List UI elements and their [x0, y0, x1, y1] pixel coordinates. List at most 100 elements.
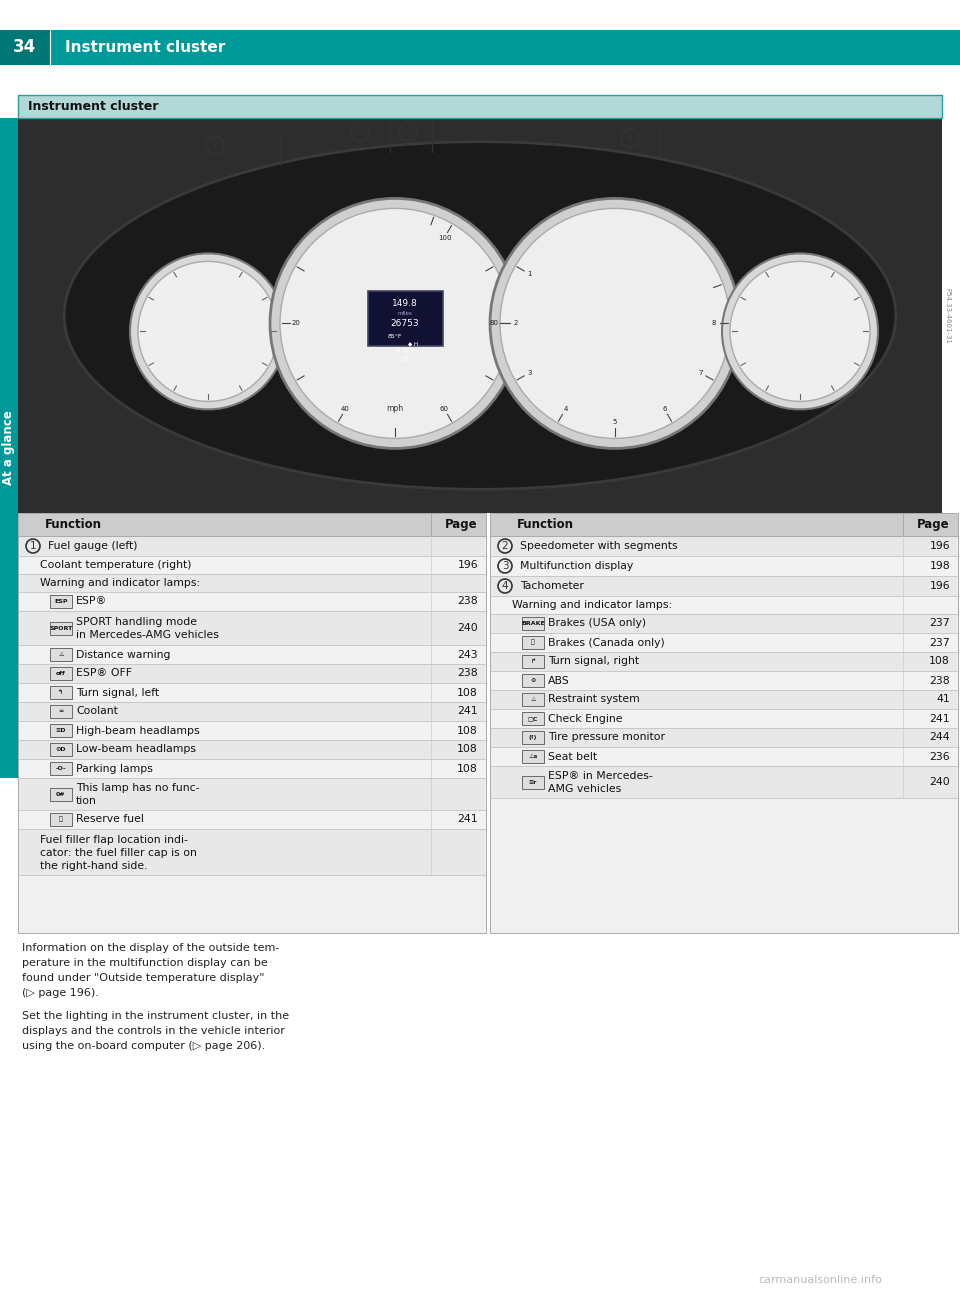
Bar — [50, 686, 72, 699]
Bar — [491, 671, 957, 690]
Text: ≡r: ≡r — [529, 780, 538, 785]
Text: 237: 237 — [929, 638, 950, 647]
Bar — [522, 750, 544, 763]
Bar — [50, 762, 72, 775]
Bar — [491, 536, 957, 556]
Text: 5: 5 — [612, 419, 617, 426]
Text: D1: D1 — [400, 358, 410, 363]
Text: ESP® OFF: ESP® OFF — [76, 668, 132, 678]
Text: Instrument cluster: Instrument cluster — [28, 100, 158, 113]
Text: 7: 7 — [699, 370, 703, 376]
Text: carmanualsonline.info: carmanualsonline.info — [758, 1275, 882, 1285]
Text: ESP® in Mercedes-: ESP® in Mercedes- — [548, 771, 653, 781]
Bar — [491, 575, 957, 596]
Text: 198: 198 — [929, 561, 950, 572]
Text: Brakes (USA only): Brakes (USA only) — [548, 618, 646, 629]
Text: 2: 2 — [514, 320, 518, 327]
Text: ↱: ↱ — [530, 659, 536, 664]
Bar — [491, 615, 957, 633]
Bar — [50, 812, 72, 825]
Text: (▷ page 196).: (▷ page 196). — [22, 988, 99, 999]
Text: 3: 3 — [502, 561, 508, 572]
Bar — [50, 621, 72, 634]
Text: Brakes (Canada only): Brakes (Canada only) — [548, 638, 664, 647]
Bar — [19, 684, 485, 702]
Text: Information on the display of the outside tem-: Information on the display of the outsid… — [22, 943, 279, 953]
Bar — [522, 776, 544, 789]
Bar — [491, 652, 957, 671]
Text: 196: 196 — [929, 542, 950, 551]
Text: ESP®: ESP® — [76, 596, 108, 607]
Bar — [18, 118, 942, 513]
Text: miles: miles — [397, 311, 413, 316]
Text: At a glance: At a glance — [3, 410, 15, 486]
Text: 26753: 26753 — [391, 319, 420, 328]
Text: ⛽: ⛽ — [60, 816, 62, 823]
Bar — [491, 728, 957, 747]
Bar — [491, 596, 957, 615]
Text: ≡D: ≡D — [56, 728, 66, 733]
Bar — [50, 648, 72, 661]
Text: 20: 20 — [292, 320, 300, 327]
Text: ↰: ↰ — [59, 690, 63, 695]
Text: 238: 238 — [929, 676, 950, 685]
Bar — [18, 513, 486, 934]
Text: tion: tion — [76, 796, 97, 806]
Bar — [19, 611, 485, 644]
Text: Tire pressure monitor: Tire pressure monitor — [548, 733, 665, 742]
Bar — [522, 674, 544, 687]
Bar — [0, 30, 960, 65]
Text: SPORT handling mode: SPORT handling mode — [76, 617, 197, 626]
Bar — [368, 290, 443, 346]
Bar — [19, 556, 485, 574]
Bar — [522, 693, 544, 706]
Text: 1: 1 — [212, 141, 218, 150]
Text: □C: □C — [528, 716, 539, 721]
Text: ABS: ABS — [548, 676, 569, 685]
Text: 240: 240 — [457, 622, 478, 633]
Text: 2: 2 — [357, 128, 363, 137]
Bar — [490, 513, 958, 934]
Text: 238: 238 — [457, 668, 478, 678]
Text: Distance warning: Distance warning — [76, 650, 171, 660]
Text: Check Engine: Check Engine — [548, 713, 622, 724]
Bar — [50, 667, 72, 680]
Text: 85°F: 85°F — [388, 333, 402, 339]
Text: 4: 4 — [627, 133, 634, 143]
Text: cator: the fuel filler cap is on: cator: the fuel filler cap is on — [40, 848, 197, 858]
Text: High-beam headlamps: High-beam headlamps — [76, 725, 200, 736]
Text: 241: 241 — [457, 707, 478, 716]
Text: 241: 241 — [457, 815, 478, 824]
Bar — [491, 690, 957, 710]
Text: 8: 8 — [711, 320, 716, 327]
Text: 34: 34 — [13, 39, 36, 56]
Text: ⓘ: ⓘ — [531, 639, 535, 646]
Text: Reserve fuel: Reserve fuel — [76, 815, 144, 824]
Bar — [19, 574, 485, 592]
Bar — [19, 810, 485, 829]
Text: found under "Outside temperature display": found under "Outside temperature display… — [22, 973, 265, 983]
Text: ⚠s: ⚠s — [528, 754, 538, 759]
Bar — [490, 513, 958, 536]
Text: 196: 196 — [929, 581, 950, 591]
Text: Page: Page — [444, 518, 477, 531]
Bar — [50, 788, 72, 801]
Bar — [490, 513, 958, 934]
Text: displays and the controls in the vehicle interior: displays and the controls in the vehicle… — [22, 1026, 285, 1036]
Text: ⊙D: ⊙D — [56, 747, 66, 753]
Text: Function: Function — [516, 518, 573, 531]
Bar — [522, 617, 544, 630]
Circle shape — [730, 262, 870, 401]
Text: Low-beam headlamps: Low-beam headlamps — [76, 745, 196, 754]
Bar — [491, 766, 957, 798]
Text: Seat belt: Seat belt — [548, 751, 597, 762]
Circle shape — [270, 198, 520, 448]
Text: Turn signal, right: Turn signal, right — [548, 656, 639, 667]
Bar — [18, 118, 942, 513]
Bar — [19, 759, 485, 779]
Text: 80: 80 — [490, 320, 498, 327]
Text: mph: mph — [387, 404, 403, 413]
Text: 240: 240 — [929, 777, 950, 786]
Text: N  P  ✷: N P ✷ — [396, 349, 415, 354]
Text: 4: 4 — [564, 406, 567, 413]
